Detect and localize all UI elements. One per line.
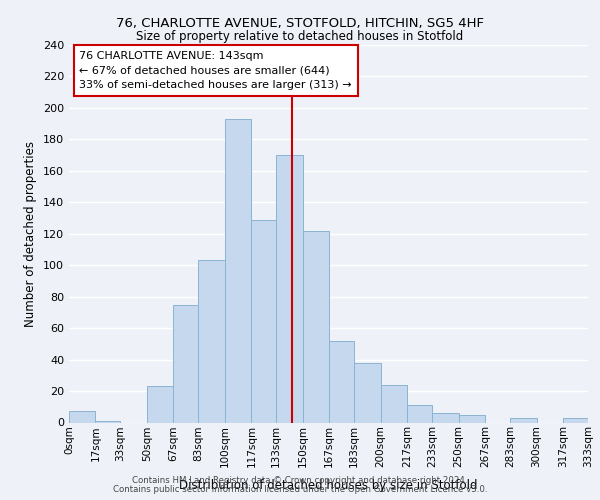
Text: Contains HM Land Registry data © Crown copyright and database right 2024.: Contains HM Land Registry data © Crown c… xyxy=(132,476,468,485)
Bar xyxy=(458,414,485,422)
Text: Contains public sector information licensed under the Open Government Licence v3: Contains public sector information licen… xyxy=(113,485,487,494)
Bar xyxy=(407,405,432,422)
Bar xyxy=(69,412,95,422)
Bar xyxy=(147,386,173,422)
Bar xyxy=(329,340,354,422)
Bar xyxy=(381,385,407,422)
Bar xyxy=(510,418,536,422)
Text: 76 CHARLOTTE AVENUE: 143sqm
← 67% of detached houses are smaller (644)
33% of se: 76 CHARLOTTE AVENUE: 143sqm ← 67% of det… xyxy=(79,50,352,90)
Bar xyxy=(95,421,121,422)
Bar xyxy=(354,362,381,422)
Bar xyxy=(276,155,303,422)
Bar xyxy=(432,413,458,422)
Bar xyxy=(173,304,199,422)
Bar xyxy=(251,220,276,422)
Bar xyxy=(225,119,251,422)
Bar xyxy=(563,418,588,422)
Text: 76, CHARLOTTE AVENUE, STOTFOLD, HITCHIN, SG5 4HF: 76, CHARLOTTE AVENUE, STOTFOLD, HITCHIN,… xyxy=(116,18,484,30)
Bar xyxy=(303,230,329,422)
X-axis label: Distribution of detached houses by size in Stotfold: Distribution of detached houses by size … xyxy=(179,478,478,492)
Bar xyxy=(199,260,225,422)
Y-axis label: Number of detached properties: Number of detached properties xyxy=(25,141,37,327)
Text: Size of property relative to detached houses in Stotfold: Size of property relative to detached ho… xyxy=(136,30,464,43)
